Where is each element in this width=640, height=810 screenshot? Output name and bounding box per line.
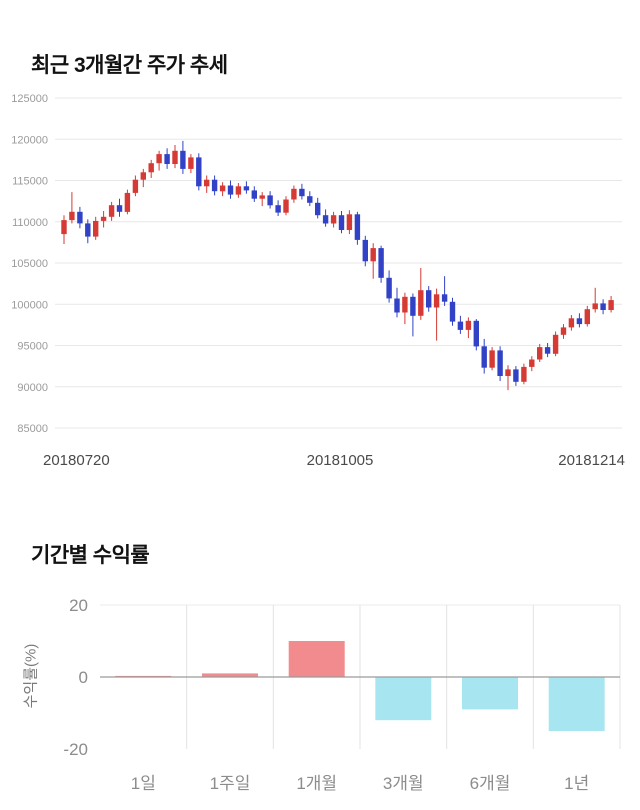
svg-text:6개월: 6개월 xyxy=(470,774,511,793)
svg-text:-20: -20 xyxy=(63,740,88,759)
period-return-bar-chart: 20 0 -20 1일 1주일 1개월 3개월 6개월 1년 xyxy=(63,596,621,793)
x-axis-label-start: 20180720 xyxy=(43,452,110,469)
x-axis-label-mid: 20181005 xyxy=(306,452,374,469)
svg-text:90000: 90000 xyxy=(17,382,48,394)
period-return-title: 기간별 수익률 xyxy=(31,544,150,568)
svg-text:115000: 115000 xyxy=(12,176,48,188)
candlestick-chart: 125000 120000 115000 110000 105000 100000 9500… xyxy=(11,93,622,435)
svg-text:110000: 110000 xyxy=(12,217,48,229)
svg-text:1일: 1일 xyxy=(131,774,156,793)
svg-text:20: 20 xyxy=(69,596,88,615)
svg-text:95000: 95000 xyxy=(17,341,48,353)
svg-text:125000: 125000 xyxy=(11,93,48,105)
svg-text:105000: 105000 xyxy=(11,258,48,270)
price-trend-title: 최근 3개월간 주가 추세 xyxy=(31,54,228,78)
svg-text:120000: 120000 xyxy=(11,134,48,146)
candlestick-x-axis: 20180720 20181005 20181214 xyxy=(0,452,640,474)
svg-text:1년: 1년 xyxy=(564,774,589,793)
svg-text:0: 0 xyxy=(79,668,88,687)
svg-text:1주일: 1주일 xyxy=(210,774,251,793)
svg-text:100000: 100000 xyxy=(11,299,48,311)
svg-text:3개월: 3개월 xyxy=(383,774,424,793)
svg-text:85000: 85000 xyxy=(17,423,48,435)
x-axis-label-end: 20181214 xyxy=(558,452,625,469)
svg-text:1개월: 1개월 xyxy=(296,774,337,793)
